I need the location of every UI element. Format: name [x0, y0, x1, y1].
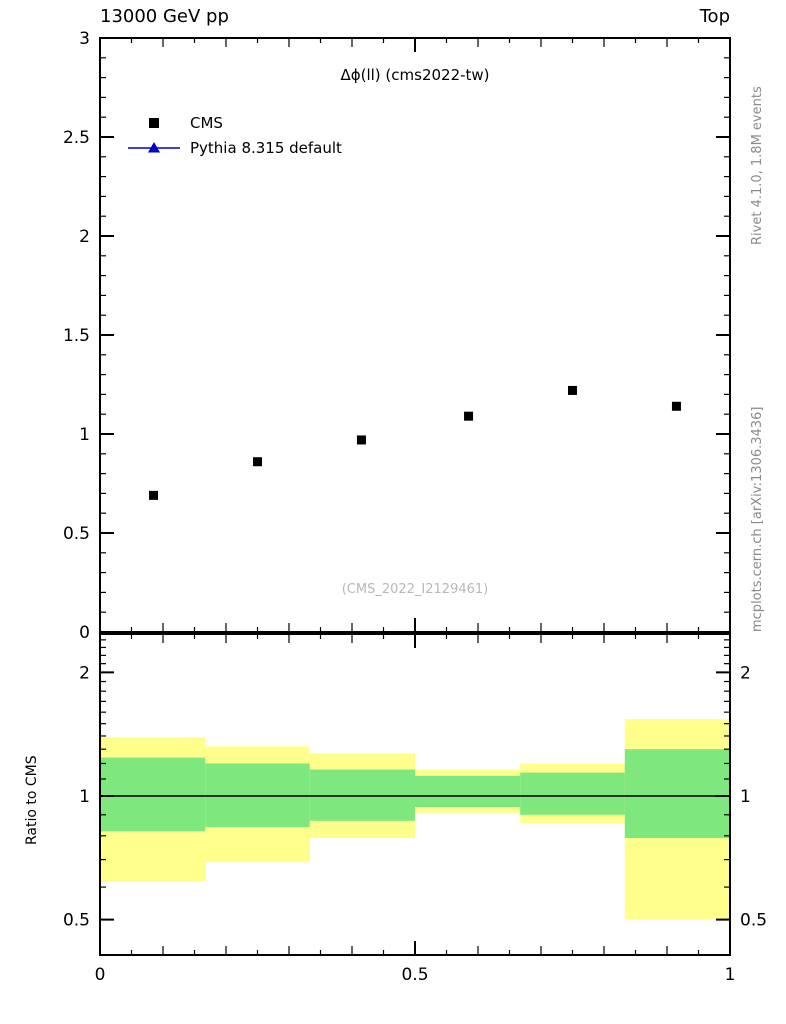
svg-text:0.5: 0.5: [63, 524, 90, 544]
svg-text:2: 2: [79, 663, 90, 683]
legend: CMS Pythia 8.315 default: [128, 110, 342, 160]
legend-item-cms: CMS: [128, 110, 342, 135]
plot-title: Δϕ(ll) (cms2022-tw): [340, 66, 490, 84]
mcplots-reference-label: mcplots.cern.ch [arXiv:1306.3436]: [750, 406, 765, 632]
svg-text:0: 0: [79, 623, 90, 643]
svg-text:1: 1: [725, 965, 736, 985]
rivet-version-label: Rivet 4.1.0, 1.8M events: [750, 86, 765, 245]
ratio-axis-label: Ratio to CMS: [24, 755, 40, 845]
svg-text:1: 1: [740, 787, 751, 807]
cms-square-marker-icon: [128, 115, 180, 131]
svg-text:1: 1: [79, 425, 90, 445]
svg-text:2: 2: [79, 227, 90, 247]
svg-text:2.5: 2.5: [63, 128, 90, 148]
analysis-id-watermark: (CMS_2022_I2129461): [341, 582, 489, 597]
header-process-label: Top: [699, 6, 730, 27]
header-beam-energy: 13000 GeV pp: [100, 6, 229, 27]
svg-text:1: 1: [79, 787, 90, 807]
legend-label-cms: CMS: [190, 113, 223, 132]
pythia-triangle-line-icon: [128, 140, 180, 156]
legend-label-pythia: Pythia 8.315 default: [190, 138, 342, 157]
svg-text:3: 3: [79, 29, 90, 49]
svg-text:0.5: 0.5: [63, 911, 90, 931]
svg-text:0.5: 0.5: [401, 965, 428, 985]
legend-item-pythia: Pythia 8.315 default: [128, 135, 342, 160]
svg-text:0.5: 0.5: [740, 911, 767, 931]
svg-text:1.5: 1.5: [63, 326, 90, 346]
svg-text:0: 0: [95, 965, 106, 985]
svg-text:2: 2: [740, 663, 751, 683]
